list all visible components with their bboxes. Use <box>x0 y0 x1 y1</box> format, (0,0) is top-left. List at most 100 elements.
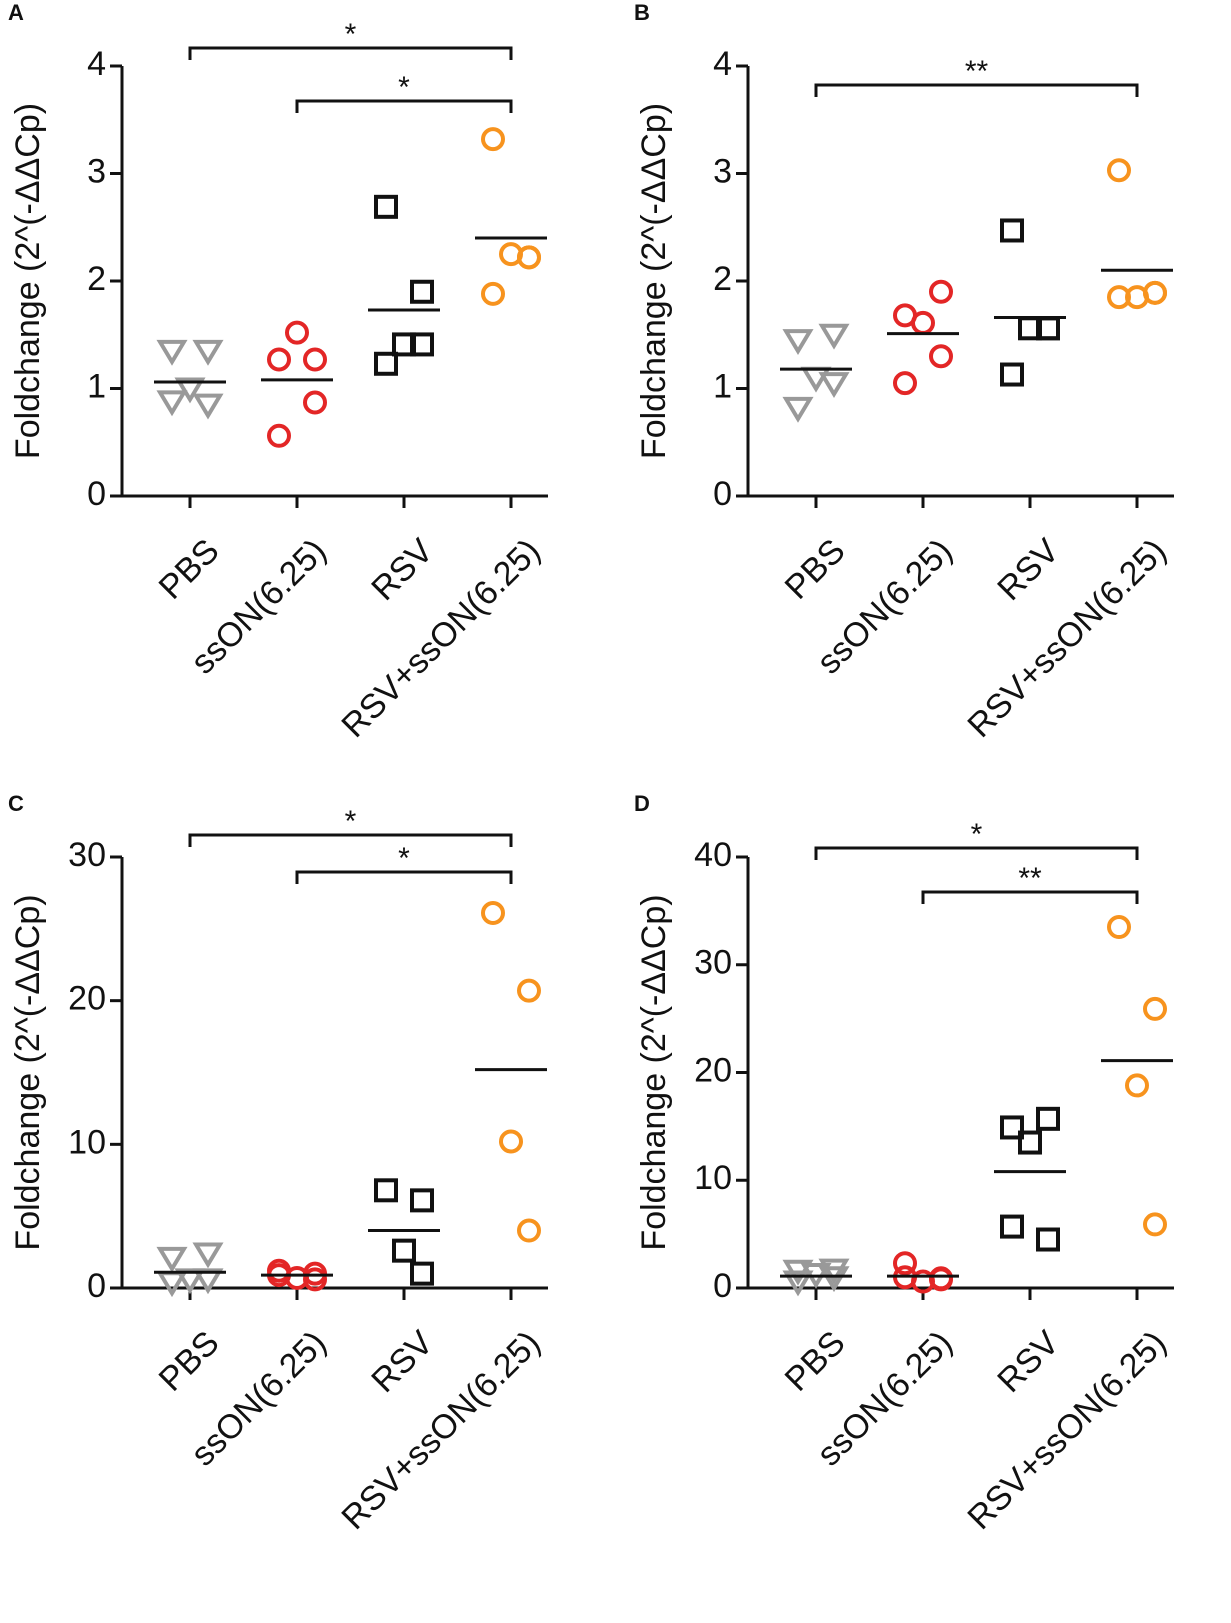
data-point <box>267 347 291 372</box>
significance-bracket <box>921 890 1139 904</box>
y-axis-label: Foldchange (2^(-ΔΔCp) <box>635 894 673 1250</box>
y-tick-label: 0 <box>713 1267 732 1305</box>
data-point <box>782 1270 814 1297</box>
panel-label: C <box>8 791 24 816</box>
data-point <box>303 347 327 372</box>
y-tick-label: 20 <box>694 1051 732 1089</box>
data-point <box>410 1261 434 1286</box>
data-point <box>481 281 505 306</box>
data-point <box>156 390 188 417</box>
data-point <box>818 1258 850 1285</box>
y-tick-label: 30 <box>694 944 732 982</box>
significance-bracket <box>188 833 513 847</box>
significance-label: * <box>345 18 357 51</box>
data-point <box>929 279 953 304</box>
data-point <box>192 1268 224 1295</box>
data-point <box>517 245 541 270</box>
x-tick-label: RSV <box>990 532 1067 609</box>
data-point <box>1036 1106 1060 1131</box>
data-point <box>156 339 188 366</box>
significance-bracket <box>188 46 513 60</box>
data-point <box>499 1129 523 1154</box>
x-tick-label: RSV+ssON(6.25) <box>334 532 547 745</box>
x-tick-label: RSV+ssON(6.25) <box>334 1324 547 1537</box>
data-point <box>410 279 434 304</box>
data-point <box>1018 1130 1042 1155</box>
x-tick-label: PBS <box>778 532 853 607</box>
y-axis-label: Foldchange (2^(-ΔΔCp) <box>9 103 47 459</box>
data-point <box>1036 1227 1060 1252</box>
y-tick-label: 30 <box>68 836 106 874</box>
y-tick-label: 0 <box>713 475 732 513</box>
y-tick-label: 2 <box>87 260 106 298</box>
data-point <box>1000 1115 1024 1140</box>
data-point <box>1107 158 1131 183</box>
y-tick-label: 10 <box>68 1123 106 1161</box>
panel-label: D <box>634 791 650 816</box>
data-point <box>1107 285 1131 310</box>
y-tick-label: 2 <box>713 260 732 298</box>
y-tick-label: 20 <box>68 980 106 1018</box>
data-point <box>285 320 309 345</box>
y-tick-label: 10 <box>694 1159 732 1197</box>
x-tick-label: PBS <box>152 1324 227 1399</box>
significance-label: ** <box>965 55 989 88</box>
x-tick-label: PBS <box>152 532 227 607</box>
x-tick-label: RSV+ssON(6.25) <box>960 1324 1173 1537</box>
significance-bracket <box>814 83 1139 97</box>
significance-bracket <box>814 846 1139 860</box>
y-axis-label: Foldchange (2^(-ΔΔCp) <box>9 894 47 1250</box>
significance-label: * <box>398 71 410 104</box>
data-point <box>374 194 398 219</box>
data-point <box>1000 1214 1024 1239</box>
data-point <box>410 332 434 357</box>
data-point <box>1107 915 1131 940</box>
data-point <box>893 1251 917 1276</box>
data-point <box>1125 1073 1149 1098</box>
x-tick-label: RSV <box>364 532 441 609</box>
data-point <box>192 1242 224 1269</box>
panel-label: B <box>634 0 650 25</box>
data-point <box>174 377 206 404</box>
y-axis-label: Foldchange (2^(-ΔΔCp) <box>635 103 673 459</box>
data-point <box>410 1188 434 1213</box>
data-point <box>929 1267 953 1292</box>
y-tick-label: 1 <box>87 367 106 405</box>
data-point <box>156 1246 188 1273</box>
data-point <box>818 323 850 350</box>
x-tick-label: RSV <box>990 1324 1067 1401</box>
data-point <box>1143 280 1167 305</box>
data-point <box>893 371 917 396</box>
y-tick-label: 4 <box>713 45 732 83</box>
y-tick-label: 0 <box>87 1267 106 1305</box>
x-tick-label: RSV+ssON(6.25) <box>960 532 1173 745</box>
data-point <box>303 390 327 415</box>
y-tick-label: 40 <box>694 836 732 874</box>
significance-label: * <box>345 805 357 838</box>
data-point <box>911 310 935 335</box>
data-point <box>267 423 291 448</box>
data-point <box>374 1178 398 1203</box>
data-point <box>374 351 398 376</box>
y-tick-label: 3 <box>87 152 106 190</box>
data-point <box>192 339 224 366</box>
data-point <box>782 396 814 423</box>
significance-label: * <box>971 818 983 851</box>
significance-label: ** <box>1018 862 1042 895</box>
data-point <box>392 1238 416 1263</box>
y-tick-label: 4 <box>87 45 106 83</box>
data-point <box>1000 362 1024 387</box>
data-point <box>1143 996 1167 1021</box>
significance-label: * <box>398 842 410 875</box>
data-point <box>481 127 505 152</box>
data-point <box>517 1218 541 1243</box>
panel-label: A <box>8 0 24 25</box>
x-tick-label: PBS <box>778 1324 853 1399</box>
data-point <box>303 1267 327 1292</box>
data-point <box>818 1266 850 1293</box>
significance-bracket <box>295 99 513 113</box>
data-point <box>517 978 541 1003</box>
y-tick-label: 3 <box>713 152 732 190</box>
data-point <box>782 329 814 356</box>
